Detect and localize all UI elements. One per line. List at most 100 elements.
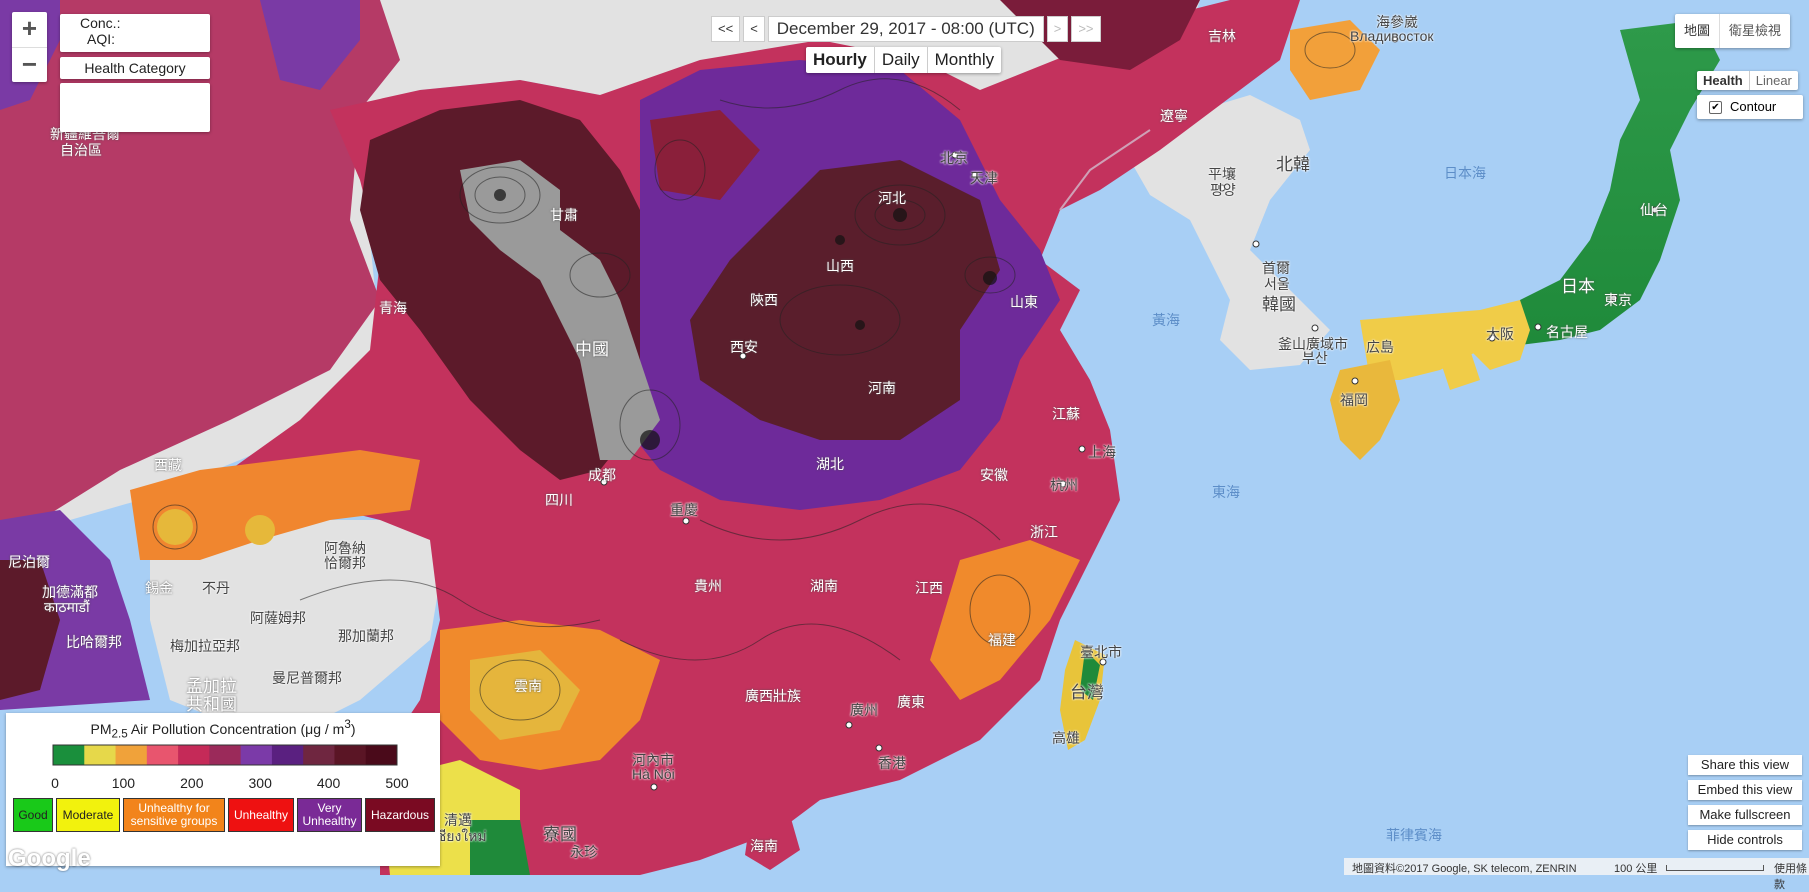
- place-label: 曼尼普爾邦: [272, 670, 342, 686]
- place-label: 成都: [588, 467, 616, 483]
- place-label: Hà Nội: [632, 766, 675, 782]
- place-label: 江西: [915, 580, 943, 596]
- place-label: 錫金: [145, 580, 173, 596]
- place-label: 廣州: [850, 702, 878, 718]
- tab-hourly[interactable]: Hourly: [806, 47, 875, 73]
- place-label: 台灣: [1070, 683, 1104, 702]
- legend-title: PM2.5 Air Pollution Concentration (μg / …: [90, 718, 356, 741]
- hide-controls-button[interactable]: Hide controls: [1688, 830, 1802, 850]
- scale-segment: [334, 745, 367, 765]
- map-type-control: 地圖 衛星檢視: [1675, 14, 1791, 48]
- prev-time-button[interactable]: <: [743, 16, 765, 42]
- embed-view-button[interactable]: Embed this view: [1688, 780, 1802, 800]
- place-label: 山西: [826, 258, 854, 274]
- last-time-button[interactable]: >>: [1071, 16, 1101, 42]
- legend: PM2.5 Air Pollution Concentration (μg / …: [6, 713, 440, 866]
- scale-tick-label: 100: [111, 775, 136, 791]
- place-label: 恰爾邦: [324, 555, 366, 571]
- place-label: 菲律賓海: [1386, 827, 1442, 843]
- linear-scale-button[interactable]: Linear: [1748, 71, 1798, 90]
- place-label: 河內市: [632, 752, 674, 768]
- place-label: 重慶: [670, 502, 698, 518]
- place-label: 黃海: [1152, 312, 1180, 328]
- tab-daily[interactable]: Daily: [875, 47, 928, 73]
- place-label: 名古屋: [1546, 324, 1588, 340]
- place-label: 雲南: [514, 678, 542, 694]
- zoom-in-button[interactable]: +: [21, 13, 38, 43]
- scale-segment: [303, 745, 335, 765]
- place-label: 不丹: [202, 580, 230, 596]
- place-label: 香港: [878, 755, 906, 771]
- place-label: 共和國: [186, 695, 237, 714]
- place-label: 西藏: [154, 457, 182, 473]
- place-label: 孟加拉: [186, 677, 237, 696]
- place-label: 貴州: [694, 578, 722, 594]
- place-label: काठमाडौं: [44, 599, 90, 615]
- scale-type-control: Health Linear: [1697, 71, 1798, 90]
- place-label: 日本海: [1444, 165, 1486, 181]
- place-label: 阿薩姆邦: [250, 610, 306, 626]
- satellite-view-button[interactable]: 衛星檢視: [1719, 14, 1790, 48]
- place-label: 阿魯納: [324, 540, 366, 556]
- place-label: 臺北市: [1080, 644, 1122, 660]
- scale-segment: [178, 745, 210, 765]
- tab-monthly[interactable]: Monthly: [934, 50, 995, 69]
- first-time-button[interactable]: <<: [711, 16, 741, 42]
- scale-segment: [271, 745, 304, 765]
- contour-checkbox[interactable]: ✔: [1709, 101, 1722, 114]
- google-logo: Google: [8, 845, 91, 872]
- place-label: 杭州: [1050, 477, 1078, 493]
- place-label: 四川: [545, 492, 573, 508]
- place-label: 大阪: [1486, 326, 1514, 342]
- place-label: 부산: [1302, 350, 1328, 366]
- category-moderate: Moderate: [56, 798, 120, 832]
- category-unhealthy-for-sensitive-groups: Unhealthy for sensitive groups: [123, 798, 225, 832]
- place-label: 加德滿都: [42, 584, 98, 600]
- scale-tick-label: 400: [316, 775, 341, 791]
- place-label: 평양: [1210, 182, 1236, 198]
- place-label: 北京: [940, 150, 968, 166]
- place-label: 首爾: [1262, 260, 1290, 276]
- health-category-label: Health Category: [60, 57, 210, 79]
- terms-link[interactable]: 使用條款: [1774, 863, 1807, 891]
- place-label: 서울: [1264, 276, 1290, 292]
- next-time-button[interactable]: >: [1046, 16, 1069, 42]
- share-view-button[interactable]: Share this view: [1688, 755, 1802, 775]
- map-attribution: 地圖資料©2017 Google, SK telecom, ZENRIN 100…: [1344, 858, 1809, 891]
- current-date: December 29, 2017 - 08:00 (UTC): [767, 16, 1044, 42]
- place-label: 湖南: [810, 578, 838, 594]
- contour-toggle[interactable]: ✔ Contour: [1697, 95, 1803, 119]
- place-label: 自治區: [60, 142, 102, 158]
- map-data-credit[interactable]: 地圖資料©2017 Google, SK telecom, ZENRIN: [1352, 863, 1577, 875]
- fullscreen-button[interactable]: Make fullscreen: [1688, 805, 1802, 825]
- scale-segment: [146, 745, 179, 765]
- category-good: Good: [13, 798, 53, 832]
- contour-label: Contour: [1730, 99, 1777, 114]
- place-label: Владивосток: [1350, 28, 1434, 44]
- color-scale-bar: [52, 744, 398, 766]
- category-unhealthy: Unhealthy: [228, 798, 294, 832]
- place-label: 仙台: [1640, 202, 1668, 218]
- scale-tick-label: 200: [180, 775, 204, 791]
- place-label: 尼泊爾: [8, 554, 50, 570]
- scale-segment: [84, 745, 117, 765]
- place-label: 甘肅: [550, 207, 578, 223]
- place-label: 河南: [868, 380, 896, 396]
- category-very-unhealthy: Very Unhealthy: [297, 798, 362, 832]
- category-hazardous: Hazardous: [365, 798, 435, 832]
- zoom-out-button[interactable]: −: [12, 47, 47, 83]
- concentration-info-box: Conc.: AQI:: [60, 14, 210, 52]
- place-label: 西安: [730, 339, 758, 355]
- place-label: 山東: [1010, 294, 1038, 310]
- map-view-button[interactable]: 地圖: [1684, 23, 1711, 38]
- time-navigation: << < December 29, 2017 - 08:00 (UTC) > >…: [711, 16, 1101, 42]
- place-label: 梅加拉亞邦: [170, 638, 240, 654]
- place-label: 江蘇: [1052, 406, 1080, 422]
- place-label: 東京: [1604, 292, 1632, 308]
- place-label: 広島: [1366, 339, 1394, 355]
- health-scale-button[interactable]: Health: [1703, 73, 1743, 88]
- place-label: 高雄: [1052, 730, 1080, 746]
- place-label: 天津: [970, 170, 998, 186]
- scale-segment: [53, 745, 85, 765]
